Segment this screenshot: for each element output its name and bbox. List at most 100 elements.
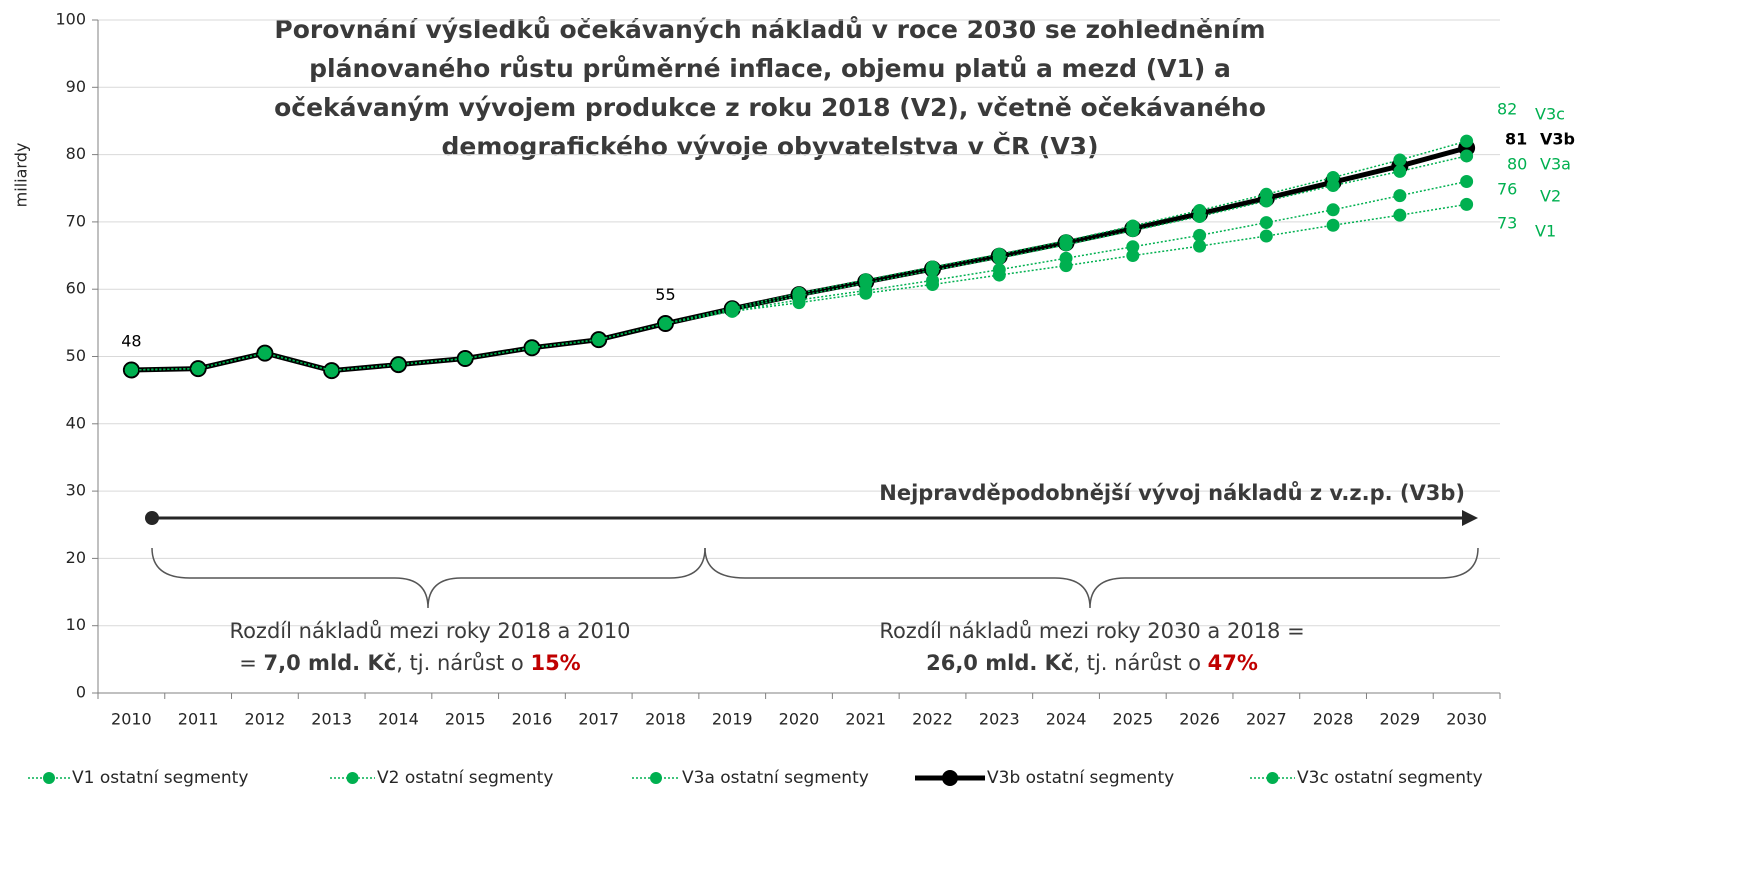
- x-tick-label: 2015: [445, 710, 486, 729]
- annotation-part: =: [239, 651, 263, 675]
- marker: [1059, 251, 1073, 265]
- marker: [792, 286, 806, 300]
- x-tick-label: 2014: [378, 710, 419, 729]
- value-label: 55: [655, 285, 675, 304]
- annotation-part: 26,0 mld. Kč: [926, 651, 1073, 675]
- x-tick-label: 2012: [245, 710, 286, 729]
- annotation-part: , tj. nárůst o: [396, 651, 530, 675]
- x-tick-label: 2021: [845, 710, 886, 729]
- marker: [658, 317, 672, 331]
- arrow-label: Nejpravděpodobnější vývoj nákladů z v.z.…: [879, 481, 1465, 505]
- marker: [1259, 216, 1273, 230]
- x-tick-label: 2025: [1112, 710, 1153, 729]
- marker: [1393, 208, 1407, 222]
- brace: [151, 547, 706, 609]
- legend-label: V3b ostatní segmenty: [987, 768, 1174, 788]
- marker: [1326, 218, 1340, 232]
- marker: [1326, 170, 1340, 184]
- y-tick-label: 40: [66, 413, 86, 432]
- legend-label: V3c ostatní segmenty: [1297, 768, 1483, 788]
- marker: [1326, 203, 1340, 217]
- title-line: plánovaného růstu průměrné inflace, obje…: [309, 54, 1231, 83]
- legend-marker: [43, 772, 55, 784]
- series-tag: V2: [1540, 187, 1561, 206]
- x-tick-label: 2026: [1179, 710, 1220, 729]
- marker: [1126, 240, 1140, 254]
- x-tick-label: 2022: [912, 710, 953, 729]
- y-tick-label: 100: [55, 10, 86, 29]
- x-tick-label: 2029: [1379, 710, 1420, 729]
- annotation-part: 47%: [1208, 651, 1258, 675]
- title-line: demografického vývoje obyvatelstva v ČR …: [441, 131, 1098, 161]
- series-tag: V3a: [1540, 155, 1571, 174]
- marker: [1393, 189, 1407, 203]
- marker: [1059, 234, 1073, 248]
- marker: [592, 333, 606, 347]
- y-tick-label: 10: [66, 615, 86, 634]
- value-label: 80: [1507, 155, 1527, 174]
- x-tick-label: 2011: [178, 710, 219, 729]
- x-tick-label: 2028: [1313, 710, 1354, 729]
- series-line: [131, 140, 1467, 372]
- marker: [1393, 153, 1407, 167]
- marker: [458, 352, 472, 366]
- marker: [1460, 134, 1474, 148]
- x-tick-label: 2017: [578, 710, 619, 729]
- x-tick-label: 2013: [311, 710, 352, 729]
- marker: [1193, 203, 1207, 217]
- title: Porovnání výsledků očekávaných nákladů v…: [274, 15, 1266, 161]
- legend-marker: [942, 770, 958, 786]
- marker: [1460, 197, 1474, 211]
- marker: [325, 364, 339, 378]
- annotation-part: 15%: [530, 651, 580, 675]
- legend-label: V3a ostatní segmenty: [682, 768, 869, 788]
- y-tick-label: 50: [66, 346, 86, 365]
- y-tick-label: 90: [66, 77, 86, 96]
- title-line: Porovnání výsledků očekávaných nákladů v…: [274, 15, 1265, 44]
- marker: [525, 341, 539, 355]
- y-tick-label: 0: [76, 683, 86, 702]
- y-tick-label: 30: [66, 481, 86, 500]
- annotation-line: Rozdíl nákladů mezi roky 2018 a 2010: [229, 619, 630, 643]
- arrow-annotation: Nejpravděpodobnější vývoj nákladů z v.z.…: [145, 481, 1478, 526]
- series-line: [131, 145, 1468, 374]
- x-tick-label: 2010: [111, 710, 152, 729]
- legend-marker: [346, 772, 359, 784]
- legend-marker: [650, 772, 662, 784]
- marker: [1393, 164, 1407, 178]
- marker: [992, 263, 1006, 277]
- marker: [1259, 187, 1273, 201]
- x-tick-label: 2023: [979, 710, 1020, 729]
- marker: [391, 358, 405, 372]
- annotation-part: 7,0 mld. Kč: [264, 651, 397, 675]
- x-tick-label: 2024: [1046, 710, 1087, 729]
- marker: [859, 273, 873, 287]
- y-tick-label: 80: [66, 144, 86, 163]
- y-tick-label: 60: [66, 279, 86, 298]
- marker: [191, 362, 205, 376]
- legend-label: V2 ostatní segmenty: [377, 768, 553, 788]
- brace: [704, 547, 1479, 609]
- marker: [1460, 149, 1474, 163]
- annotation-line: Rozdíl nákladů mezi roky 2030 a 2018 =: [879, 619, 1304, 643]
- marker: [1126, 219, 1140, 233]
- x-tick-label: 2030: [1446, 710, 1487, 729]
- marker: [1193, 239, 1207, 253]
- value-label: 73: [1497, 214, 1517, 233]
- x-tick-label: 2020: [779, 710, 820, 729]
- x-tick-label: 2027: [1246, 710, 1287, 729]
- series-tag: V3b: [1540, 130, 1575, 149]
- value-label: 82: [1497, 100, 1517, 119]
- series-line: [131, 180, 1467, 372]
- series-tag: V1: [1535, 222, 1556, 241]
- arrow-start: [145, 511, 159, 525]
- annotation-line: 26,0 mld. Kč, tj. nárůst o 47%: [926, 651, 1258, 675]
- marker: [124, 363, 138, 377]
- title-line: očekávaným vývojem produkce z roku 2018 …: [274, 93, 1266, 122]
- annotation-line: = 7,0 mld. Kč, tj. nárůst o 15%: [239, 651, 580, 675]
- x-tick-label: 2016: [512, 710, 553, 729]
- annotation-part: , tj. nárůst o: [1073, 651, 1207, 675]
- value-label: 48: [121, 331, 141, 350]
